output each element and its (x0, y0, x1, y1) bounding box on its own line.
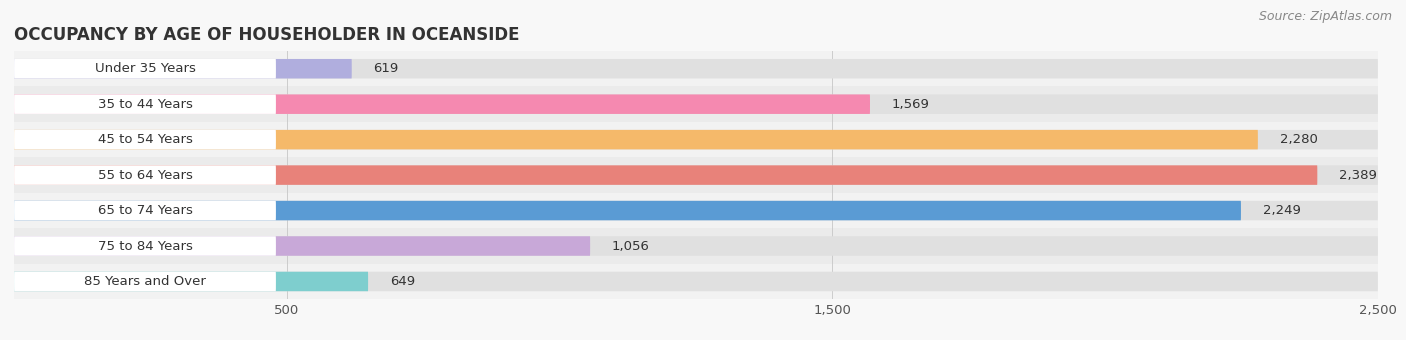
FancyBboxPatch shape (14, 95, 870, 114)
Bar (14, 86, 1378, 122)
FancyBboxPatch shape (14, 236, 276, 256)
Text: 45 to 54 Years: 45 to 54 Years (97, 133, 193, 146)
Text: 649: 649 (389, 275, 415, 288)
Bar (14, 193, 1378, 228)
FancyBboxPatch shape (14, 165, 276, 185)
Text: 2,249: 2,249 (1263, 204, 1301, 217)
Text: 2,389: 2,389 (1339, 169, 1376, 182)
FancyBboxPatch shape (14, 165, 1317, 185)
Text: 65 to 74 Years: 65 to 74 Years (97, 204, 193, 217)
Text: 75 to 84 Years: 75 to 84 Years (97, 239, 193, 253)
Text: Source: ZipAtlas.com: Source: ZipAtlas.com (1258, 10, 1392, 23)
FancyBboxPatch shape (14, 201, 1241, 220)
Text: 85 Years and Over: 85 Years and Over (84, 275, 205, 288)
FancyBboxPatch shape (14, 236, 1378, 256)
Bar (14, 264, 1378, 299)
FancyBboxPatch shape (14, 130, 1378, 149)
FancyBboxPatch shape (14, 201, 1378, 220)
FancyBboxPatch shape (14, 95, 276, 114)
FancyBboxPatch shape (14, 59, 352, 79)
Text: 1,056: 1,056 (612, 239, 650, 253)
Text: 619: 619 (374, 62, 399, 75)
FancyBboxPatch shape (14, 201, 276, 220)
FancyBboxPatch shape (14, 272, 368, 291)
Text: OCCUPANCY BY AGE OF HOUSEHOLDER IN OCEANSIDE: OCCUPANCY BY AGE OF HOUSEHOLDER IN OCEAN… (14, 26, 520, 44)
Text: 2,280: 2,280 (1279, 133, 1317, 146)
FancyBboxPatch shape (14, 130, 1258, 149)
Bar (14, 228, 1378, 264)
Bar (14, 51, 1378, 86)
FancyBboxPatch shape (14, 272, 1378, 291)
Text: 35 to 44 Years: 35 to 44 Years (97, 98, 193, 111)
Text: 1,569: 1,569 (891, 98, 929, 111)
Text: 55 to 64 Years: 55 to 64 Years (97, 169, 193, 182)
FancyBboxPatch shape (14, 165, 1378, 185)
Text: Under 35 Years: Under 35 Years (94, 62, 195, 75)
Bar (14, 157, 1378, 193)
FancyBboxPatch shape (14, 95, 1378, 114)
FancyBboxPatch shape (14, 272, 276, 291)
FancyBboxPatch shape (14, 59, 276, 79)
FancyBboxPatch shape (14, 130, 276, 149)
FancyBboxPatch shape (14, 59, 1378, 79)
FancyBboxPatch shape (14, 236, 591, 256)
Bar (14, 122, 1378, 157)
